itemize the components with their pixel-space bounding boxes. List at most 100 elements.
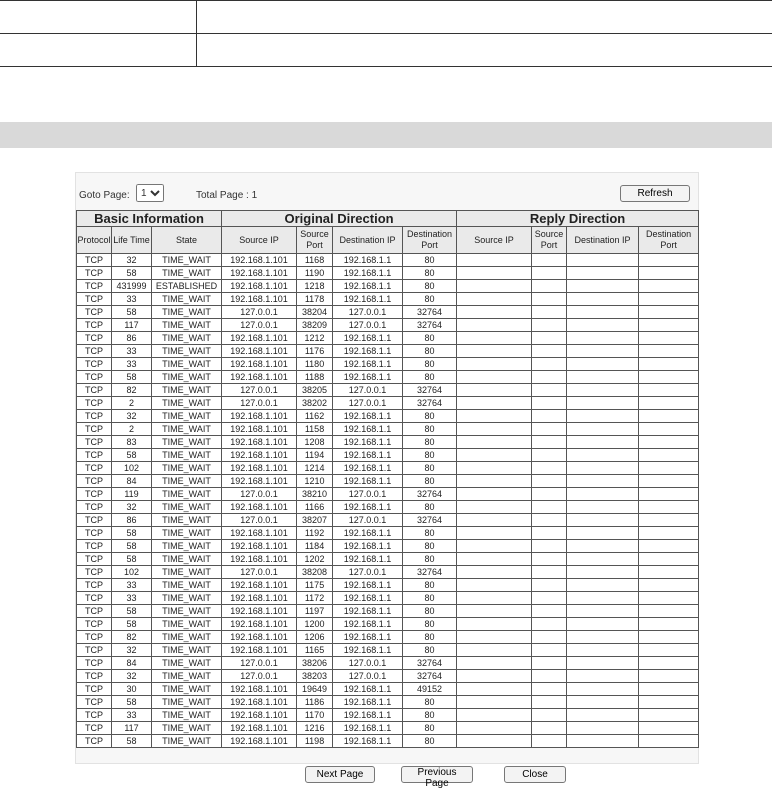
cell: 192.168.1.101 <box>221 266 298 280</box>
cell: TCP <box>76 643 112 657</box>
cell: TCP <box>76 292 112 306</box>
close-button[interactable]: Close <box>504 766 566 783</box>
cell: 192.168.1.1 <box>332 682 404 696</box>
cell: 84 <box>111 474 152 488</box>
cell: 1178 <box>296 292 334 306</box>
empty-cell <box>531 656 568 670</box>
previous-page-button[interactable]: Previous Page <box>401 766 473 789</box>
cell: 58 <box>111 617 152 631</box>
empty-cell <box>566 643 640 657</box>
cell: 32764 <box>402 669 458 683</box>
cell: TIME_WAIT <box>150 396 223 410</box>
empty-cell <box>531 474 568 488</box>
cell: 32764 <box>402 513 458 527</box>
cell: 58 <box>111 266 152 280</box>
empty-cell <box>566 318 640 332</box>
cell: 83 <box>111 435 152 449</box>
cell: 1206 <box>296 630 334 644</box>
cell: 32 <box>111 409 152 423</box>
empty-cell <box>638 487 700 501</box>
empty-cell <box>566 578 640 592</box>
cell: 1194 <box>296 448 334 462</box>
empty-cell <box>456 292 533 306</box>
cell: 1168 <box>296 253 334 267</box>
empty-cell <box>566 396 640 410</box>
empty-cell <box>566 435 640 449</box>
cell: 32764 <box>402 305 458 319</box>
cell: TIME_WAIT <box>150 266 223 280</box>
table-row: TCP 431999 ESTABLISHED 192.168.1.101 1218 192… <box>76 279 700 293</box>
cell: 1175 <box>296 578 334 592</box>
empty-cell <box>531 422 568 436</box>
empty-cell <box>531 409 568 423</box>
table-row: TCP 117 TIME_WAIT 127.0.0.1 38209 127.0.0.1 32… <box>76 318 700 332</box>
empty-cell <box>531 344 568 358</box>
table-row: TCP 33 TIME_WAIT 192.168.1.101 1172 192.168.1… <box>76 591 700 605</box>
table-row: TCP 32 TIME_WAIT 192.168.1.101 1166 192.168.1… <box>76 500 700 514</box>
cell: 192.168.1.1 <box>332 643 404 657</box>
cell: 127.0.0.1 <box>221 669 298 683</box>
empty-cell <box>531 292 568 306</box>
cell: 80 <box>402 357 458 371</box>
next-page-button[interactable]: Next Page <box>305 766 375 783</box>
empty-cell <box>566 708 640 722</box>
info-table <box>0 0 772 67</box>
cell: 192.168.1.101 <box>221 708 298 722</box>
cell: TCP <box>76 539 112 553</box>
cell: TCP <box>76 396 112 410</box>
cell: 82 <box>111 630 152 644</box>
cell: TIME_WAIT <box>150 617 223 631</box>
cell: 80 <box>402 708 458 722</box>
empty-cell <box>566 591 640 605</box>
cell: 58 <box>111 305 152 319</box>
empty-cell <box>638 591 700 605</box>
cell: 80 <box>402 526 458 540</box>
cell: 80 <box>402 539 458 553</box>
empty-cell <box>566 357 640 371</box>
table-row: TCP 58 TIME_WAIT 192.168.1.101 1198 192.168.1… <box>76 734 700 748</box>
cell: 127.0.0.1 <box>221 383 298 397</box>
empty-cell <box>531 708 568 722</box>
column-header: Life Time <box>111 226 152 254</box>
table-row: TCP 58 TIME_WAIT 192.168.1.101 1192 192.168.1… <box>76 526 700 540</box>
cell: 192.168.1.1 <box>332 708 404 722</box>
cell: TCP <box>76 422 112 436</box>
cell: 127.0.0.1 <box>221 318 298 332</box>
cell: TIME_WAIT <box>150 682 223 696</box>
empty-cell <box>566 630 640 644</box>
empty-cell <box>566 734 640 748</box>
empty-cell <box>531 513 568 527</box>
cell: 192.168.1.1 <box>332 604 404 618</box>
cell: TCP <box>76 552 112 566</box>
cell: 1162 <box>296 409 334 423</box>
cell: TIME_WAIT <box>150 318 223 332</box>
cell: 192.168.1.1 <box>332 266 404 280</box>
cell: TIME_WAIT <box>150 721 223 735</box>
cell: 38206 <box>296 656 334 670</box>
empty-cell <box>566 721 640 735</box>
empty-cell <box>566 474 640 488</box>
cell: 80 <box>402 370 458 384</box>
page-select[interactable]: 1 <box>136 184 164 202</box>
empty-cell <box>531 565 568 579</box>
cell: 127.0.0.1 <box>332 487 404 501</box>
empty-cell <box>456 396 533 410</box>
refresh-button[interactable]: Refresh <box>620 185 690 202</box>
empty-cell <box>456 461 533 475</box>
empty-cell <box>531 357 568 371</box>
empty-cell <box>456 578 533 592</box>
cell: 33 <box>111 591 152 605</box>
cell: TCP <box>76 526 112 540</box>
cell: TIME_WAIT <box>150 708 223 722</box>
empty-cell <box>456 383 533 397</box>
cell: 80 <box>402 474 458 488</box>
empty-cell <box>638 539 700 553</box>
cell: 32764 <box>402 318 458 332</box>
empty-cell <box>566 539 640 553</box>
cell: TIME_WAIT <box>150 591 223 605</box>
empty-cell <box>638 682 700 696</box>
table-row: TCP 58 TIME_WAIT 192.168.1.101 1188 192.168.1… <box>76 370 700 384</box>
cell: 1158 <box>296 422 334 436</box>
cell: 192.168.1.1 <box>332 591 404 605</box>
empty-cell <box>456 721 533 735</box>
